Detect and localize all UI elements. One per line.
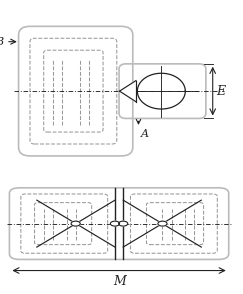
Text: B: B [0,37,4,47]
Circle shape [119,221,128,226]
Circle shape [110,221,120,226]
Circle shape [71,221,80,226]
Text: A: A [141,129,149,139]
Circle shape [158,221,167,226]
Text: M: M [113,275,125,288]
Text: E: E [216,85,225,98]
Polygon shape [120,81,136,102]
